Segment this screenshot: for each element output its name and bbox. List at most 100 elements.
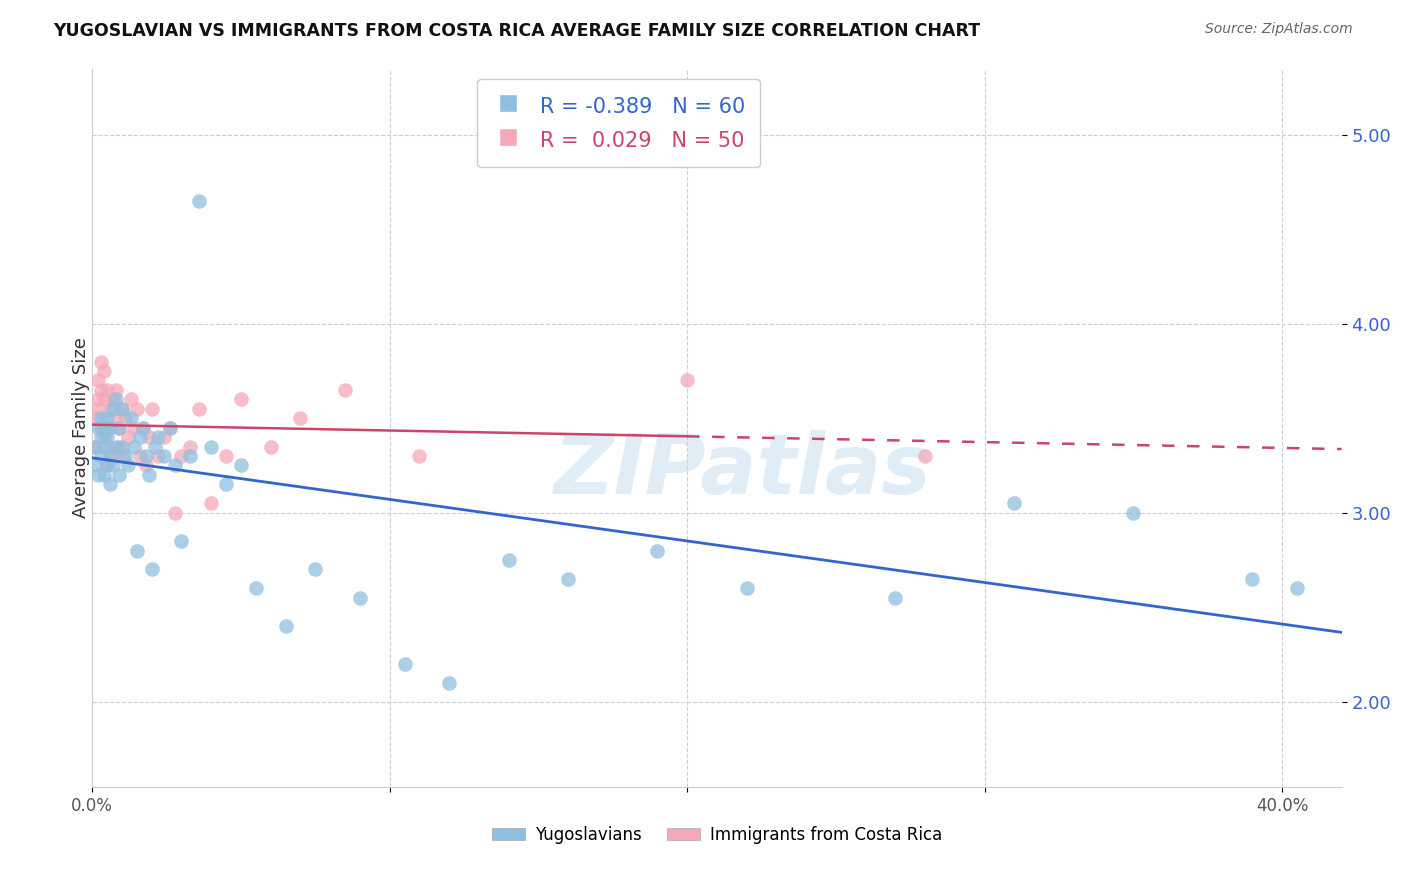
Point: [159, 420, 181, 434]
Point: [884, 591, 907, 605]
Text: ZIPatlas: ZIPatlas: [553, 430, 931, 511]
Text: Source: ZipAtlas.com: Source: ZipAtlas.com: [1205, 22, 1353, 37]
Point: [498, 553, 520, 567]
Point: [84, 440, 107, 454]
Point: [84, 458, 107, 473]
Point: [132, 420, 155, 434]
Point: [84, 411, 107, 425]
Point: [108, 420, 131, 434]
Point: [557, 572, 579, 586]
Point: [138, 430, 160, 444]
Point: [117, 430, 139, 444]
Point: [114, 449, 136, 463]
Point: [108, 467, 131, 482]
Point: [128, 449, 150, 463]
Point: [96, 411, 118, 425]
Point: [90, 430, 112, 444]
Point: [143, 440, 166, 454]
Point: [188, 194, 211, 208]
Point: [200, 496, 222, 510]
Point: [138, 467, 160, 482]
Legend: R = -0.389   N = 60, R =  0.029   N = 50: R = -0.389 N = 60, R = 0.029 N = 50: [478, 78, 759, 168]
Point: [437, 676, 460, 690]
Point: [260, 440, 283, 454]
Point: [141, 401, 163, 416]
Point: [90, 383, 112, 397]
Point: [120, 411, 142, 425]
Point: [93, 364, 115, 378]
Point: [333, 383, 356, 397]
Point: [245, 582, 267, 596]
Point: [98, 440, 121, 454]
Point: [735, 582, 758, 596]
Point: [122, 420, 145, 434]
Point: [104, 440, 127, 454]
Point: [122, 440, 145, 454]
Point: [87, 392, 110, 407]
Point: [304, 562, 326, 576]
Point: [274, 619, 297, 633]
Point: [135, 458, 157, 473]
Point: [98, 401, 121, 416]
Point: [84, 440, 107, 454]
Point: [93, 392, 115, 407]
Point: [229, 458, 252, 473]
Point: [111, 440, 134, 454]
Point: [229, 392, 252, 407]
Point: [125, 543, 148, 558]
Point: [394, 657, 416, 671]
Point: [108, 440, 131, 454]
Point: [111, 401, 134, 416]
Point: [90, 420, 112, 434]
Point: [98, 477, 121, 491]
Point: [200, 440, 222, 454]
Point: [101, 401, 124, 416]
Point: [87, 373, 110, 387]
Point: [93, 420, 115, 434]
Point: [87, 401, 110, 416]
Point: [349, 591, 371, 605]
Point: [170, 534, 193, 549]
Point: [1241, 572, 1264, 586]
Point: [87, 420, 110, 434]
Point: [215, 477, 238, 491]
Point: [135, 449, 157, 463]
Point: [96, 383, 118, 397]
Point: [96, 430, 118, 444]
Point: [128, 430, 150, 444]
Point: [101, 458, 124, 473]
Point: [146, 449, 169, 463]
Y-axis label: Average Family Size: Average Family Size: [72, 337, 90, 518]
Point: [87, 467, 110, 482]
Point: [111, 449, 134, 463]
Point: [93, 430, 115, 444]
Point: [96, 458, 118, 473]
Point: [408, 449, 430, 463]
Point: [120, 392, 142, 407]
Point: [117, 458, 139, 473]
Point: [1122, 506, 1144, 520]
Point: [146, 430, 169, 444]
Point: [108, 420, 131, 434]
Point: [98, 420, 121, 434]
Point: [90, 449, 112, 463]
Point: [104, 392, 127, 407]
Point: [101, 449, 124, 463]
Point: [96, 420, 118, 434]
Point: [98, 449, 121, 463]
Point: [141, 562, 163, 576]
Point: [152, 430, 174, 444]
Point: [170, 449, 193, 463]
Point: [159, 420, 181, 434]
Point: [188, 401, 211, 416]
Point: [179, 440, 201, 454]
Point: [152, 449, 174, 463]
Point: [132, 420, 155, 434]
Point: [125, 401, 148, 416]
Point: [290, 411, 312, 425]
Point: [111, 401, 134, 416]
Point: [647, 543, 669, 558]
Point: [1002, 496, 1025, 510]
Point: [914, 449, 936, 463]
Point: [165, 506, 187, 520]
